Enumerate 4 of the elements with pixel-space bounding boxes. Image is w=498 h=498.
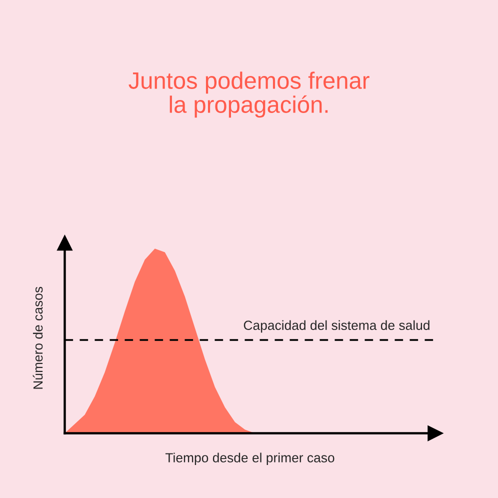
chart-title: Juntos podemos frenar la propagación. bbox=[128, 72, 370, 118]
y-axis-title: Número de casos bbox=[32, 286, 43, 389]
ref-line-label: Capacidad del sistema de salud bbox=[244, 320, 430, 333]
x-axis-title: Tiempo desde el primer caso bbox=[165, 452, 334, 466]
